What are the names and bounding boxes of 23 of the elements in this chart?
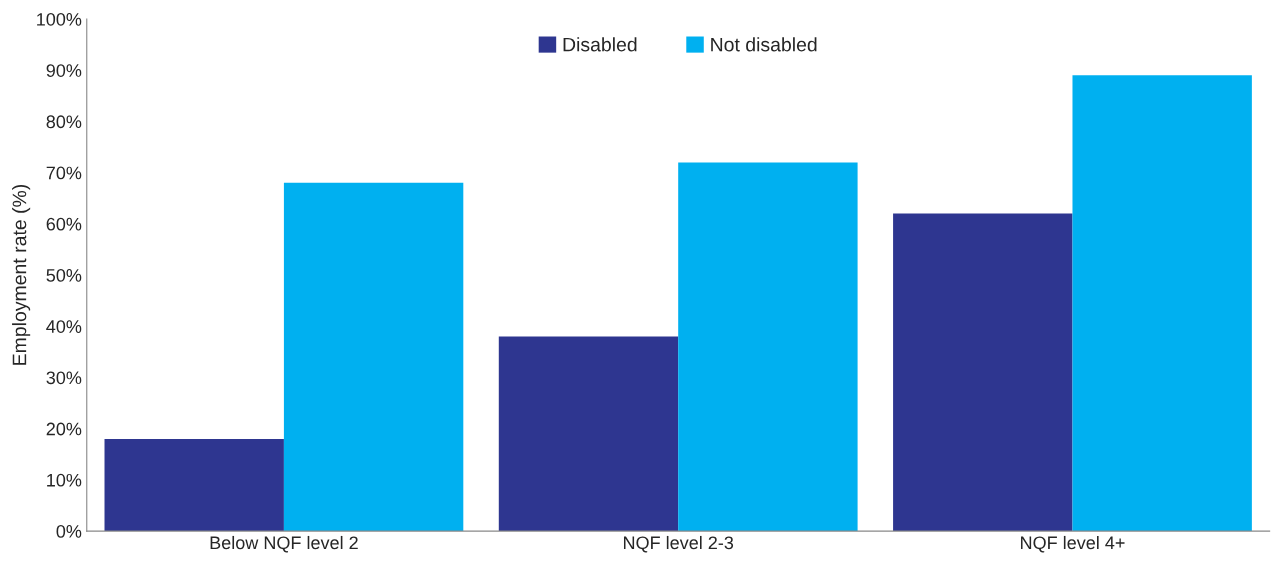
y-tick-label: 90% bbox=[46, 64, 82, 77]
y-tick-label: 30% bbox=[46, 371, 82, 385]
bar bbox=[893, 213, 1073, 532]
y-tick-label: 60% bbox=[46, 217, 82, 231]
y-tick-label: 100% bbox=[37, 12, 82, 26]
x-tick-label: NQF level 4+ bbox=[1021, 535, 1125, 553]
y-tick-label: 50% bbox=[46, 268, 82, 282]
y-tick-label: 10% bbox=[47, 473, 82, 487]
legend-label: Not disabled bbox=[711, 37, 817, 52]
y-tick-label: 70% bbox=[46, 166, 82, 180]
y-axis-title: Employment rate (%) bbox=[12, 184, 31, 365]
x-tick-label: Below NQF level 2 bbox=[210, 535, 358, 553]
x-tick-label: NQF level 2-3 bbox=[623, 535, 734, 553]
bar bbox=[283, 182, 464, 532]
y-tick-label: 80% bbox=[46, 115, 82, 129]
y-tick-label: 20% bbox=[46, 422, 82, 436]
y-tick-label: 40% bbox=[46, 320, 82, 333]
legend-label: Disabled bbox=[563, 37, 637, 52]
bar bbox=[104, 438, 284, 532]
bar bbox=[678, 162, 858, 532]
bar bbox=[1072, 75, 1252, 532]
y-tick-label: 0% bbox=[56, 525, 82, 538]
bar bbox=[498, 336, 679, 532]
